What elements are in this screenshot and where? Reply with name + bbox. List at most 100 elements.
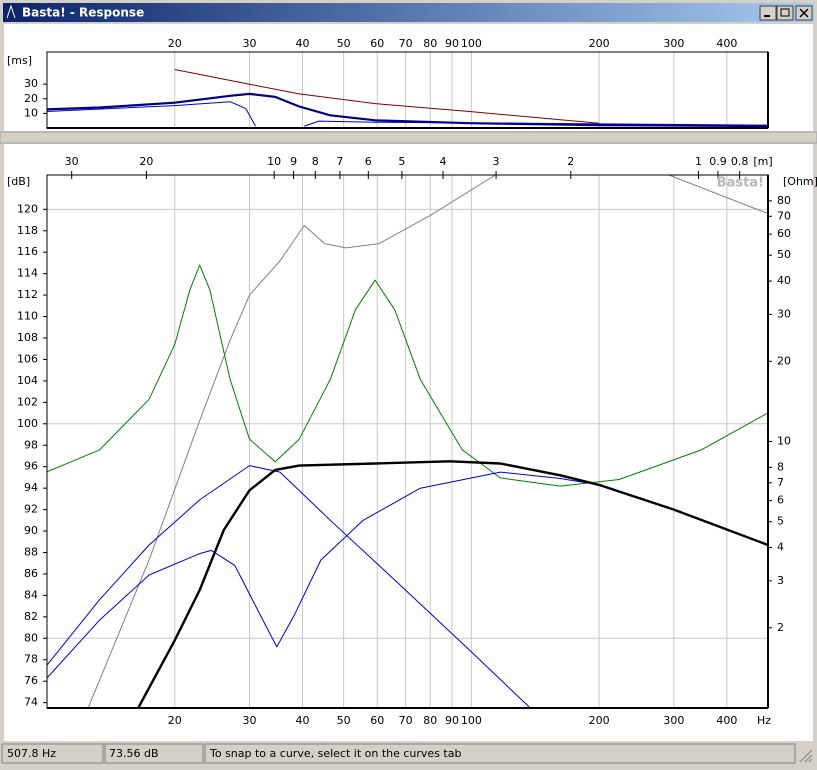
x2-tick-label: 4: [440, 155, 447, 168]
x-tick-label: 300: [663, 37, 684, 50]
x2-tick-label: 0.9: [709, 155, 727, 168]
x-tick-label: 100: [461, 37, 482, 50]
curve: [174, 69, 600, 124]
y2-tick-label: 3: [777, 574, 784, 587]
status-panel: [1, 743, 104, 764]
y-tick-label: 92: [24, 503, 38, 516]
window-buttons[interactable]: [759, 5, 813, 21]
y-tick-label: 120: [17, 202, 38, 215]
x-tick-label: 40: [295, 714, 309, 727]
y-tick-label: 116: [17, 245, 38, 258]
response-panel: [4, 144, 813, 741]
status-level: 73.56 dB: [109, 747, 159, 760]
x2-tick-label: 3: [493, 155, 500, 168]
y-tick-label: 10: [24, 106, 38, 119]
x-tick-label: 300: [663, 714, 684, 727]
y-tick-label: 102: [17, 395, 38, 408]
x2-tick-label: 5: [398, 155, 405, 168]
y-tick-label: 88: [24, 545, 38, 558]
minimize-button[interactable]: [759, 5, 777, 21]
x-tick-label: 70: [399, 37, 413, 50]
y-tick-label: 76: [24, 674, 38, 687]
x-tick-label: 200: [589, 714, 610, 727]
y2-tick-label: 10: [777, 435, 791, 448]
delay-panel: [4, 24, 813, 131]
x-tick-label: 60: [370, 37, 384, 50]
x-tick-label: 60: [370, 714, 384, 727]
x2-tick-label: 9: [290, 155, 297, 168]
y-tick-label: 96: [24, 460, 38, 473]
x-tick-label: 100: [461, 714, 482, 727]
plots: 20 30 40 50 60 70 80 90 100 200 300 400102030[ms]20…: [7, 37, 817, 727]
resize-grip[interactable]: [799, 749, 813, 763]
y2-tick-label: 7: [777, 476, 784, 489]
watermark: Basta!: [717, 176, 764, 191]
y-tick-label: 100: [17, 417, 38, 430]
y-label: [ms]: [7, 54, 32, 67]
curve: [87, 175, 768, 708]
x2-label: [m]: [753, 155, 772, 168]
y-tick-label: 78: [24, 653, 38, 666]
y2-tick-label: 50: [777, 248, 791, 261]
x-tick-label: 40: [295, 37, 309, 50]
x-tick-label: 400: [716, 714, 737, 727]
y-tick-label: 106: [17, 352, 38, 365]
y-tick-label: 90: [24, 524, 38, 537]
curve: [47, 101, 256, 127]
y-tick-label: 74: [24, 696, 38, 709]
x2-tick-label: 8: [312, 155, 319, 168]
y-tick-label: 30: [24, 77, 38, 90]
y-tick-label: 82: [24, 610, 38, 623]
x2-tick-label: 6: [365, 155, 372, 168]
curves: [47, 175, 768, 708]
x-tick-label: 30: [242, 714, 256, 727]
x-tick-label: 20: [168, 714, 182, 727]
y-tick-label: 86: [24, 567, 38, 580]
x-tick-label: 30: [242, 37, 256, 50]
app-icon: [6, 4, 16, 19]
x-tick-label: 20: [168, 37, 182, 50]
curve: [47, 264, 768, 487]
y2-tick-label: 4: [777, 541, 784, 554]
maximize-glyph: [780, 8, 790, 17]
close-glyph: [799, 8, 809, 18]
curve: [47, 465, 531, 708]
x-tick-label: 80: [423, 714, 437, 727]
y-tick-label: 108: [17, 331, 38, 344]
status-frequency: 507.8 Hz: [7, 747, 56, 760]
x2-tick-label: 10: [267, 155, 281, 168]
x-tick-label: 90: [445, 714, 459, 727]
y2-tick-label: 40: [777, 274, 791, 287]
x2-tick-label: 1: [695, 155, 702, 168]
curve: [137, 460, 768, 708]
y-tick-label: 20: [24, 92, 38, 105]
y2-tick-label: 2: [777, 621, 784, 634]
x-tick-label: 50: [337, 37, 351, 50]
y2-tick-label: 8: [777, 460, 784, 473]
status-bar: 507.8 Hz 73.56 dB To snap to a curve, se…: [1, 743, 813, 764]
y-tick-label: 94: [24, 481, 38, 494]
status-hint: To snap to a curve, select it on the cur…: [209, 747, 461, 760]
y2-tick-label: 20: [777, 354, 791, 367]
y-tick-label: 84: [24, 588, 38, 601]
window-title: Basta! - Response: [22, 6, 144, 20]
status-panel: [204, 743, 796, 764]
status-panel: [104, 743, 204, 764]
y2-tick-label: 6: [777, 494, 784, 507]
x-tick-label: 400: [716, 37, 737, 50]
y2-tick-label: 30: [777, 307, 791, 320]
y2-tick-label: 80: [777, 194, 791, 207]
splitter[interactable]: [0, 131, 817, 144]
x2-tick-label: 30: [65, 155, 79, 168]
maximize-button[interactable]: [776, 5, 794, 21]
y2-label: [Ohm]: [783, 175, 817, 188]
x-unit: Hz: [757, 714, 771, 727]
title-bar: [3, 3, 814, 22]
y-tick-label: 80: [24, 631, 38, 644]
y-tick-label: 104: [17, 374, 38, 387]
curve: [304, 120, 768, 127]
curve: [47, 471, 768, 679]
x-tick-label: 90: [445, 37, 459, 50]
y2-tick-label: 70: [777, 209, 791, 222]
